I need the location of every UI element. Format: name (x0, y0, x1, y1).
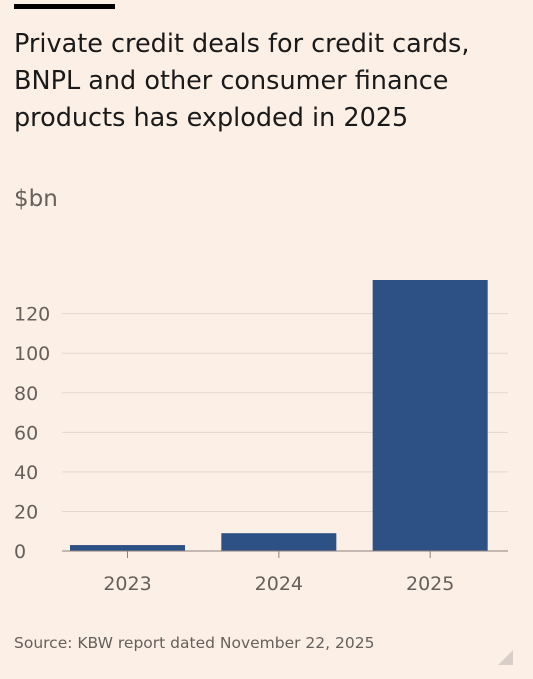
y-tick-label: 80 (14, 383, 38, 405)
y-tick-label: 60 (14, 422, 38, 444)
y-tick-label: 20 (14, 501, 38, 523)
unit-label: $bn (14, 186, 58, 212)
source-note: Source: KBW report dated November 22, 20… (14, 634, 375, 652)
top-rule (14, 4, 115, 9)
y-tick-label: 0 (14, 541, 26, 563)
resize-handle-icon[interactable] (498, 650, 513, 665)
bar-2024 (221, 533, 337, 551)
chart-title: Private credit deals for credit cards, B… (14, 29, 470, 133)
x-tick-label: 2023 (103, 573, 151, 595)
x-tick-label: 2024 (255, 573, 303, 595)
bar-2025 (372, 280, 488, 551)
bar-2023 (70, 545, 185, 551)
y-tick-label: 40 (14, 462, 38, 484)
x-tick-label: 2025 (406, 573, 454, 595)
y-tick-label: 100 (14, 343, 50, 365)
y-tick-label: 120 (14, 304, 50, 326)
